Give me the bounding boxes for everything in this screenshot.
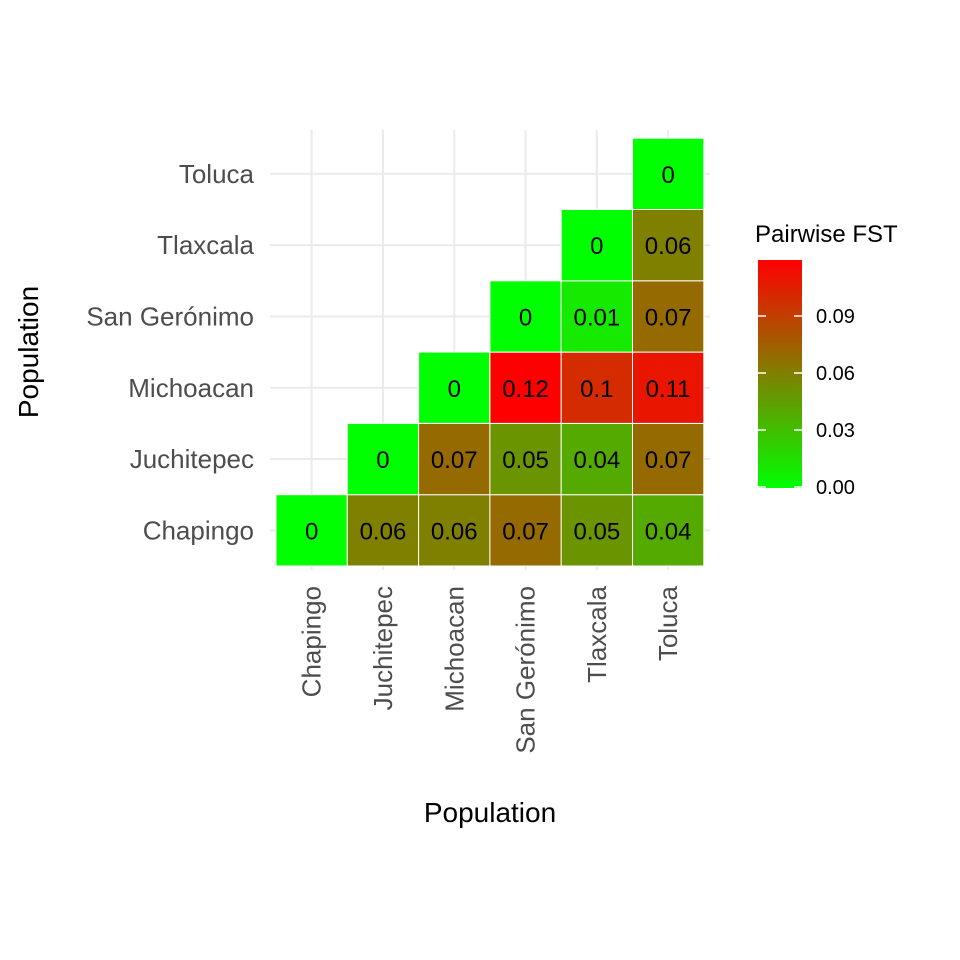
y-tick-label: Juchitepec [130,444,254,474]
x-tick-label: Michoacan [439,586,469,712]
x-tick-label: San Gerónimo [511,586,541,754]
legend-tick-label: 0.00 [816,477,855,499]
legend-tick-label: 0.03 [816,420,855,442]
cell-value-label: 0.07 [645,304,692,331]
heatmap-cell [632,209,705,282]
heatmap-cell [632,351,705,424]
heatmap-cell [632,137,705,210]
cell-value-label: 0.06 [431,518,478,545]
x-tick-label: Juchitepec [368,586,398,710]
cell-value-labels: 0 0.06 0.06 0.07 0.05 0.04 0 0.07 0.05 0.04 0.07 0 0… [305,162,692,545]
x-tick-label: Chapingo [297,586,327,697]
cell-value-label: 0.1 [580,376,613,403]
cell-value-label: 0.07 [645,447,692,474]
y-tick-label: Toluca [179,159,255,189]
heatmap-cell [560,422,634,496]
cell-value-label: 0.11 [646,376,691,403]
cell-value-label: 0.05 [502,447,549,474]
heatmap-cell [560,494,634,567]
cell-value-label: 0.05 [573,518,620,545]
cell-value-label: 0.06 [645,233,692,260]
cell-value-label: 0 [519,304,532,331]
x-axis-title: Population [424,797,556,828]
legend-ticks: 0.00 0.03 0.06 0.09 [758,306,855,499]
y-axis-title: Population [13,286,44,418]
cell-value-label: 0 [376,447,389,474]
y-tick-label: San Gerónimo [86,301,254,331]
heatmap-cell [632,280,705,353]
legend-colorbar [758,260,802,488]
cell-value-label: 0.12 [502,376,549,403]
y-axis-tick-labels: Chapingo Juchitepec Michoacan San Gerónimo T… [86,159,254,545]
y-tick-label: Chapingo [143,515,254,545]
cell-value-label: 0.04 [573,447,620,474]
cell-value-label: 0.04 [645,518,692,545]
legend-title: Pairwise FST [755,221,898,248]
heatmap-cell [489,351,562,424]
cell-value-label: 0 [661,162,674,189]
y-tick-label: Michoacan [128,373,254,403]
legend-tick-label: 0.06 [816,363,855,385]
heatmap-cell [346,422,420,496]
cell-value-label: 0.07 [431,447,478,474]
heatmap-cell [632,494,705,567]
heatmap-cell [560,351,634,424]
heatmap-cell [632,422,705,496]
heatmap-cell [489,280,562,353]
heatmap-cell [275,494,348,567]
cell-value-label: 0 [590,233,603,260]
y-tick-label: Tlaxcala [157,230,254,260]
cell-value-label: 0 [305,518,318,545]
cell-value-label: 0.01 [573,304,620,331]
heatmap-cell [418,351,491,424]
cell-value-label: 0.06 [360,518,407,545]
cell-value-label: 0 [448,376,461,403]
cell-value-label: 0.07 [502,518,549,545]
color-legend: Pairwise FST 0.00 0.03 0.06 0.09 [755,221,898,499]
legend-tick-label: 0.09 [816,306,855,328]
heatmap-cell [560,280,634,353]
x-axis-tick-labels: Chapingo Juchitepec Michoacan San Gerónimo T… [297,585,684,753]
heatmap-cells [275,137,705,567]
x-tick-label: Toluca [653,585,683,661]
x-tick-label: Tlaxcala [582,585,612,682]
